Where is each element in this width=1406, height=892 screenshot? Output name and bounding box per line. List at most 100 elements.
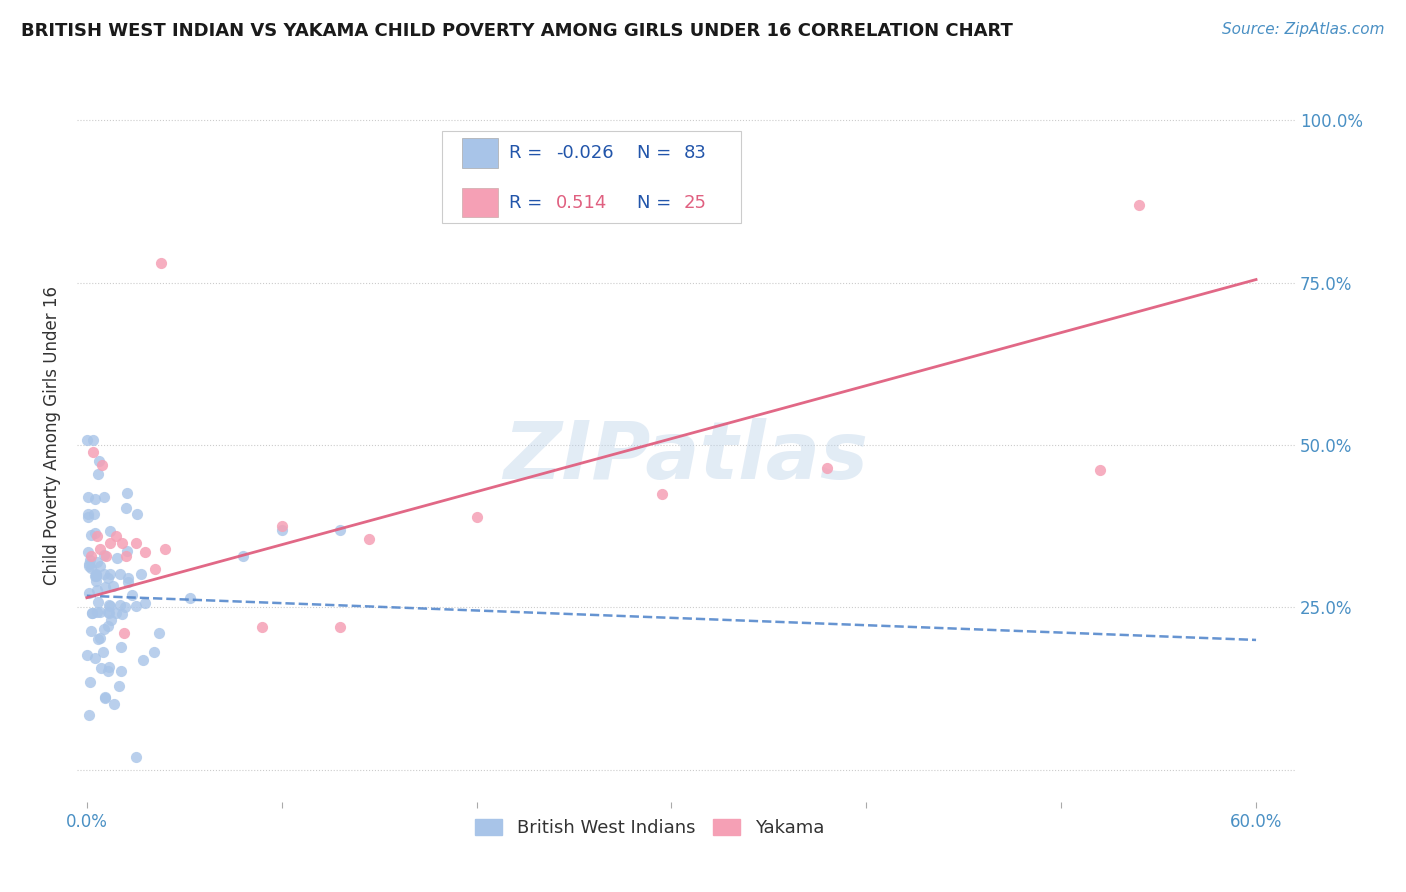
Point	[76, 490, 98, 504]
Point	[89, 631, 111, 645]
Point	[84, 569, 107, 583]
Point	[115, 544, 138, 558]
Point	[98, 599, 121, 613]
Point	[94, 690, 117, 705]
Point	[89, 542, 111, 557]
Point	[89, 454, 111, 468]
Point	[86, 583, 108, 598]
Point	[100, 613, 122, 627]
Point	[91, 458, 114, 472]
Point	[108, 566, 131, 581]
Point	[153, 542, 176, 557]
Point	[79, 553, 101, 567]
Point	[98, 567, 121, 582]
Point	[1128, 198, 1150, 212]
Point	[90, 661, 112, 675]
Point	[80, 549, 103, 563]
Point	[77, 708, 100, 723]
Text: BRITISH WEST INDIAN VS YAKAMA CHILD POVERTY AMONG GIRLS UNDER 16 CORRELATION CHA: BRITISH WEST INDIAN VS YAKAMA CHILD POVE…	[21, 22, 1012, 40]
Point	[121, 588, 143, 602]
Point	[127, 507, 149, 521]
Point	[93, 567, 115, 582]
Point	[110, 598, 132, 612]
Point	[84, 567, 107, 582]
Point	[94, 580, 117, 594]
Point	[84, 650, 107, 665]
Point	[77, 586, 100, 600]
Point	[82, 444, 104, 458]
Point	[270, 519, 292, 533]
Point	[93, 690, 115, 704]
Point	[79, 624, 101, 639]
Point	[76, 433, 98, 447]
Point	[134, 596, 156, 610]
Point	[117, 574, 139, 589]
Text: R =: R =	[509, 144, 548, 162]
Point	[250, 620, 273, 634]
Point	[125, 599, 148, 613]
Point	[84, 569, 107, 583]
Point	[83, 507, 105, 521]
Point	[87, 595, 110, 609]
Point	[110, 640, 132, 654]
Point	[84, 567, 107, 582]
Point	[97, 571, 120, 585]
Point	[86, 555, 108, 569]
Point	[465, 509, 488, 524]
Text: N =: N =	[637, 144, 678, 162]
Point	[77, 545, 100, 559]
Point	[101, 579, 124, 593]
Point	[87, 467, 110, 481]
Text: 83: 83	[683, 144, 706, 162]
Point	[98, 599, 121, 613]
Point	[134, 545, 156, 559]
Text: -0.026: -0.026	[555, 144, 613, 162]
Point	[115, 501, 138, 516]
FancyBboxPatch shape	[443, 131, 741, 223]
Point	[143, 561, 166, 575]
Point	[76, 509, 98, 524]
Text: ZIPatlas: ZIPatlas	[503, 418, 869, 497]
Point	[97, 605, 120, 619]
Point	[115, 485, 138, 500]
Point	[76, 648, 98, 662]
Point	[105, 529, 128, 543]
Point	[98, 535, 121, 549]
Point	[93, 549, 115, 563]
Point	[110, 664, 132, 678]
Point	[89, 559, 111, 574]
Point	[117, 571, 139, 585]
Point	[77, 559, 100, 574]
Point	[112, 626, 135, 640]
Point	[77, 557, 100, 571]
Point	[143, 645, 166, 659]
Point	[96, 549, 118, 563]
Point	[132, 652, 155, 666]
Point	[232, 549, 254, 563]
Point	[80, 606, 103, 620]
Point	[86, 529, 108, 543]
Text: R =: R =	[509, 194, 548, 211]
Point	[103, 697, 125, 711]
Point	[84, 491, 107, 506]
Point	[76, 507, 98, 521]
Y-axis label: Child Poverty Among Girls Under 16: Child Poverty Among Girls Under 16	[44, 286, 60, 585]
Point	[105, 607, 128, 621]
Point	[79, 675, 101, 690]
Point	[84, 525, 107, 540]
Point	[105, 550, 128, 565]
Point	[97, 606, 120, 620]
Point	[84, 574, 107, 588]
Point	[125, 750, 148, 764]
Point	[114, 600, 136, 615]
Point	[87, 632, 110, 646]
Point	[359, 533, 381, 547]
Point	[651, 487, 673, 501]
Point	[108, 679, 131, 693]
Text: Source: ZipAtlas.com: Source: ZipAtlas.com	[1222, 22, 1385, 37]
Point	[148, 626, 170, 640]
Point	[149, 256, 172, 270]
FancyBboxPatch shape	[463, 188, 499, 218]
Point	[124, 535, 146, 549]
FancyBboxPatch shape	[463, 138, 499, 168]
